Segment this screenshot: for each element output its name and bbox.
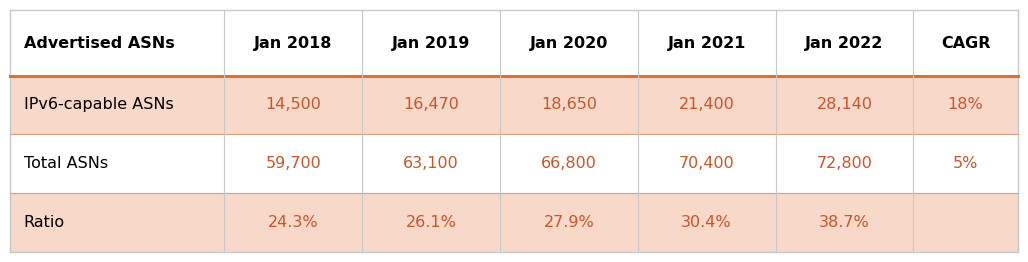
Text: 18,650: 18,650 <box>541 97 597 112</box>
Text: IPv6-capable ASNs: IPv6-capable ASNs <box>24 97 174 112</box>
Text: Jan 2022: Jan 2022 <box>805 36 884 51</box>
Bar <box>500 193 637 252</box>
Text: Total ASNs: Total ASNs <box>24 156 108 171</box>
Text: 63,100: 63,100 <box>403 156 458 171</box>
Bar <box>775 10 913 75</box>
Bar <box>637 75 775 134</box>
Text: Jan 2019: Jan 2019 <box>392 36 470 51</box>
Text: Jan 2021: Jan 2021 <box>667 36 745 51</box>
Bar <box>637 134 775 193</box>
Bar <box>10 75 224 134</box>
Text: 70,400: 70,400 <box>678 156 734 171</box>
Bar <box>10 134 224 193</box>
Bar <box>637 193 775 252</box>
Bar <box>500 75 637 134</box>
Bar <box>10 193 224 252</box>
Text: 16,470: 16,470 <box>403 97 458 112</box>
Text: 30.4%: 30.4% <box>682 215 732 230</box>
Text: 18%: 18% <box>948 97 984 112</box>
Text: 72,800: 72,800 <box>816 156 873 171</box>
Bar <box>224 10 362 75</box>
Text: Jan 2020: Jan 2020 <box>529 36 608 51</box>
Text: CAGR: CAGR <box>941 36 990 51</box>
Bar <box>500 134 637 193</box>
Bar <box>775 75 913 134</box>
Bar <box>775 134 913 193</box>
Text: Jan 2018: Jan 2018 <box>254 36 332 51</box>
Bar <box>637 10 775 75</box>
Text: 27.9%: 27.9% <box>544 215 594 230</box>
Bar <box>362 75 500 134</box>
Bar <box>362 10 500 75</box>
Bar <box>913 193 1018 252</box>
Bar <box>913 134 1018 193</box>
Text: 38.7%: 38.7% <box>819 215 870 230</box>
Bar <box>10 10 224 75</box>
Bar <box>913 75 1018 134</box>
Bar <box>362 193 500 252</box>
Text: 26.1%: 26.1% <box>406 215 456 230</box>
Text: 21,400: 21,400 <box>678 97 735 112</box>
Bar <box>500 10 637 75</box>
Text: 28,140: 28,140 <box>816 97 873 112</box>
Bar <box>913 10 1018 75</box>
Text: 59,700: 59,700 <box>265 156 321 171</box>
Text: 14,500: 14,500 <box>265 97 321 112</box>
Text: 24.3%: 24.3% <box>268 215 319 230</box>
Bar <box>224 193 362 252</box>
Text: Ratio: Ratio <box>24 215 65 230</box>
Bar <box>362 134 500 193</box>
Bar <box>224 75 362 134</box>
Text: 66,800: 66,800 <box>541 156 596 171</box>
Bar <box>775 193 913 252</box>
Text: Advertised ASNs: Advertised ASNs <box>24 36 175 51</box>
Text: 5%: 5% <box>953 156 979 171</box>
Bar <box>224 134 362 193</box>
